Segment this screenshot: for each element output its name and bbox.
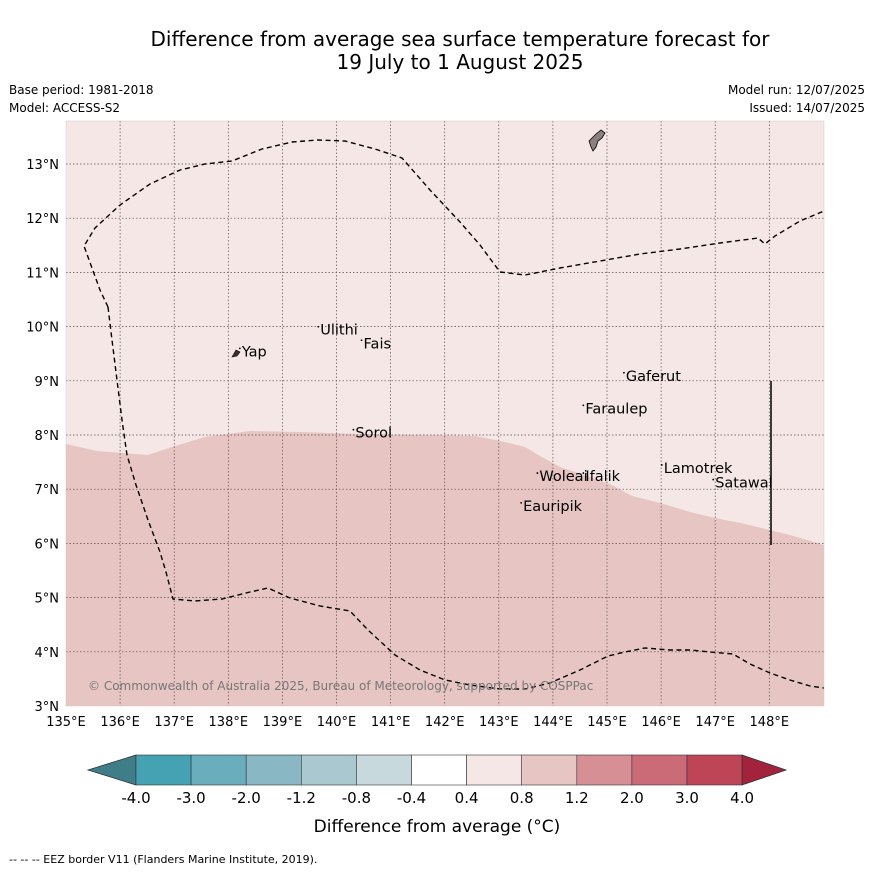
island-label: Faraulep xyxy=(585,401,647,417)
island-marker xyxy=(352,428,355,431)
colorbar: -4.0 -3.0 -2.0 -1.2 -0.8 -0.4 0.4 0.8 1.2 2.0 3.0 4… xyxy=(86,754,788,807)
island-marker xyxy=(712,478,715,481)
colorbar-extend-low xyxy=(86,754,137,786)
colorbar-segment xyxy=(686,754,743,786)
longitude-label: 138°E xyxy=(209,715,249,730)
longitude-label: 139°E xyxy=(263,715,303,730)
sst-band-0-8-to-1-2 xyxy=(66,431,824,706)
island-labels: Ulithi Fais Yap Sorol Gaferut Faraulep WoleaiI… xyxy=(238,323,773,515)
island-marker xyxy=(238,347,241,350)
colorbar-segment xyxy=(631,754,688,786)
base-period: Base period: 1981-2018 xyxy=(9,83,154,97)
map-plot-area: Ulithi Fais Yap Sorol Gaferut Faraulep WoleaiI… xyxy=(66,121,824,706)
colorbar-segment xyxy=(245,754,302,786)
colorbar-extend-high xyxy=(741,754,788,786)
copyright-notice: © Commonwealth of Australia 2025, Bureau… xyxy=(88,679,593,693)
longitude-label: 145°E xyxy=(587,715,627,730)
colorbar-tick-label: 2.0 xyxy=(620,789,644,807)
latitude-label: 12°N xyxy=(26,212,59,227)
island-label: Eauripik xyxy=(523,499,582,515)
latitude-label: 8°N xyxy=(35,429,60,444)
latitude-label: 6°N xyxy=(35,537,60,552)
colorbar-tick-label: 3.0 xyxy=(675,789,699,807)
plot-frame xyxy=(65,120,825,707)
longitude-label: 144°E xyxy=(533,715,573,730)
latitude-labels: 3°N 4°N 5°N 6°N 7°N 8°N 9°N 10°N 11°N 12°N 13°N xyxy=(26,158,59,715)
island-marker xyxy=(582,472,585,474)
latitude-label: 11°N xyxy=(26,266,59,281)
longitude-label: 136°E xyxy=(100,715,140,730)
island-label: Lamotrek xyxy=(664,461,733,477)
longitude-label: 143°E xyxy=(479,715,519,730)
island-label: Ifalik xyxy=(585,469,620,485)
model-run: Model run: 12/07/2025 xyxy=(727,83,865,97)
island-label: Sorol xyxy=(355,426,392,442)
colorbar-segment xyxy=(135,754,192,786)
island-label: Woleai xyxy=(539,469,587,485)
guam-island xyxy=(588,129,606,152)
colorbar-segment xyxy=(356,754,412,786)
latitude-label: 4°N xyxy=(35,646,60,661)
colorbar-segment xyxy=(300,754,357,786)
colorbar-segment xyxy=(411,754,467,786)
island-marker xyxy=(536,472,539,474)
longitude-label: 137°E xyxy=(154,715,194,730)
title-line-2: 19 July to 1 August 2025 xyxy=(336,50,584,74)
colorbar-tick-label: -3.0 xyxy=(176,789,205,807)
island-marker xyxy=(660,464,663,466)
colorbar-tick-label: 0.4 xyxy=(455,789,479,807)
map-title: Difference from average sea surface temp… xyxy=(70,28,850,74)
colorbar-segment xyxy=(521,754,578,786)
issued-date: Issued: 14/07/2025 xyxy=(749,101,865,115)
model-name: Model: ACCESS-S2 xyxy=(9,101,121,115)
colorbar-tick-label: 1.2 xyxy=(565,789,589,807)
eez-legend-note: -- -- -- EEZ border V11 (Flanders Marine… xyxy=(9,853,318,866)
colorbar-segment xyxy=(466,754,523,786)
graticule xyxy=(66,121,824,706)
longitude-label: 148°E xyxy=(750,715,790,730)
island-label: Gaferut xyxy=(626,369,681,385)
colorbar-title: Difference from average (°C) xyxy=(314,817,561,837)
colorbar-segment xyxy=(576,754,633,786)
island-label: Ulithi xyxy=(320,323,358,339)
island-label: Yap xyxy=(241,344,267,360)
latitude-label: 13°N xyxy=(26,158,59,173)
island-marker xyxy=(582,404,585,407)
latitude-label: 3°N xyxy=(35,700,60,715)
colorbar-tick-label: -4.0 xyxy=(121,789,150,807)
colorbar-tick-label: -2.0 xyxy=(232,789,261,807)
longitude-label: 135°E xyxy=(46,715,86,730)
island-marker xyxy=(317,325,320,328)
title-line-1: Difference from average sea surface temp… xyxy=(150,27,770,51)
colorbar-tick-label: 0.8 xyxy=(510,789,534,807)
longitude-label: 146°E xyxy=(641,715,681,730)
meta-right: Model run: 12/07/2025 Issued: 14/07/2025 xyxy=(728,81,865,117)
longitude-label: 147°E xyxy=(695,715,735,730)
latitude-label: 10°N xyxy=(26,321,59,336)
longitude-labels: 135°E 136°E 137°E 138°E 139°E 140°E 141°E 142°E… xyxy=(46,715,789,730)
island-marker xyxy=(623,371,625,374)
longitude-label: 140°E xyxy=(317,715,357,730)
latitude-label: 7°N xyxy=(35,483,60,498)
island-marker xyxy=(360,339,363,342)
island-label: Fais xyxy=(364,336,391,352)
colorbar-tick-label: 4.0 xyxy=(730,789,754,807)
longitude-label: 142°E xyxy=(425,715,465,730)
meta-left: Base period: 1981-2018 Model: ACCESS-S2 xyxy=(9,81,154,117)
latitude-label: 5°N xyxy=(35,592,60,607)
eez-border xyxy=(83,139,824,690)
colorbar-tick-label: -1.2 xyxy=(287,789,316,807)
island-marker xyxy=(520,501,523,504)
longitude-label: 141°E xyxy=(371,715,411,730)
island-label: Satawal xyxy=(715,476,772,492)
yap-island xyxy=(231,349,241,358)
colorbar-tick-label: -0.4 xyxy=(397,789,426,807)
colorbar-segment xyxy=(190,754,247,786)
colorbar-tick-label: -0.8 xyxy=(342,789,371,807)
latitude-label: 9°N xyxy=(35,375,60,390)
